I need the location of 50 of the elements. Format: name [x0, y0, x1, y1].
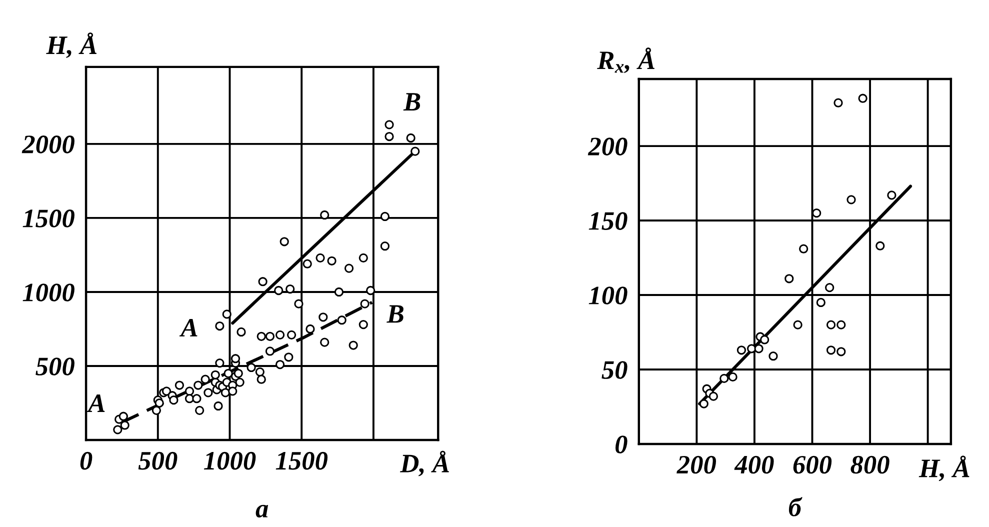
y-tick-label: 150	[588, 212, 628, 230]
point	[699, 399, 708, 408]
x-axis-title: H, Å	[918, 456, 970, 482]
annotation: A	[179, 318, 198, 336]
text: б	[788, 497, 802, 516]
y-tick-label: 200	[588, 138, 628, 156]
x-tick-label: 400	[734, 456, 774, 474]
y-tick-label: 1000	[22, 284, 74, 302]
y-tick-label: 0	[616, 436, 628, 454]
point	[760, 335, 770, 344]
x-tick-label: 1000	[204, 452, 256, 470]
x-tick-label: 1500	[276, 452, 328, 470]
point	[793, 320, 802, 330]
annotation: B	[403, 93, 420, 111]
point	[826, 320, 836, 330]
y-tick-label: 1500	[22, 210, 74, 228]
text: а	[256, 504, 268, 518]
point	[812, 208, 822, 218]
annotation: A	[86, 394, 105, 412]
point	[754, 344, 764, 354]
x-tick-label: 500	[138, 452, 178, 470]
point	[816, 298, 826, 308]
x-axis-title: D, Å	[400, 450, 449, 476]
x-tick-label: 600	[793, 456, 832, 474]
x-tick-label: 200	[676, 456, 716, 474]
point	[876, 241, 885, 250]
point	[784, 274, 794, 284]
point	[720, 374, 729, 384]
point	[736, 346, 746, 355]
point	[836, 347, 846, 356]
point	[887, 190, 896, 200]
point	[834, 98, 843, 108]
y-tick-label: 2000	[22, 136, 74, 154]
y-tick-label: 50	[602, 361, 628, 379]
x-tick-label: 0	[80, 452, 92, 470]
point	[846, 195, 856, 204]
point	[799, 244, 808, 254]
point	[708, 392, 718, 401]
y-tick-label: 500	[36, 358, 74, 376]
point	[836, 320, 846, 330]
x-tick-label: 800	[850, 456, 890, 474]
y-tick-label: 100	[588, 286, 628, 304]
y-axis-title: H, Å	[46, 32, 97, 58]
y-axis-title: R$_{x}$, Å	[597, 48, 654, 74]
point	[728, 372, 738, 382]
point	[825, 283, 834, 292]
annotation: B	[386, 305, 404, 323]
point	[858, 94, 868, 103]
point	[768, 352, 778, 361]
point	[826, 346, 836, 355]
